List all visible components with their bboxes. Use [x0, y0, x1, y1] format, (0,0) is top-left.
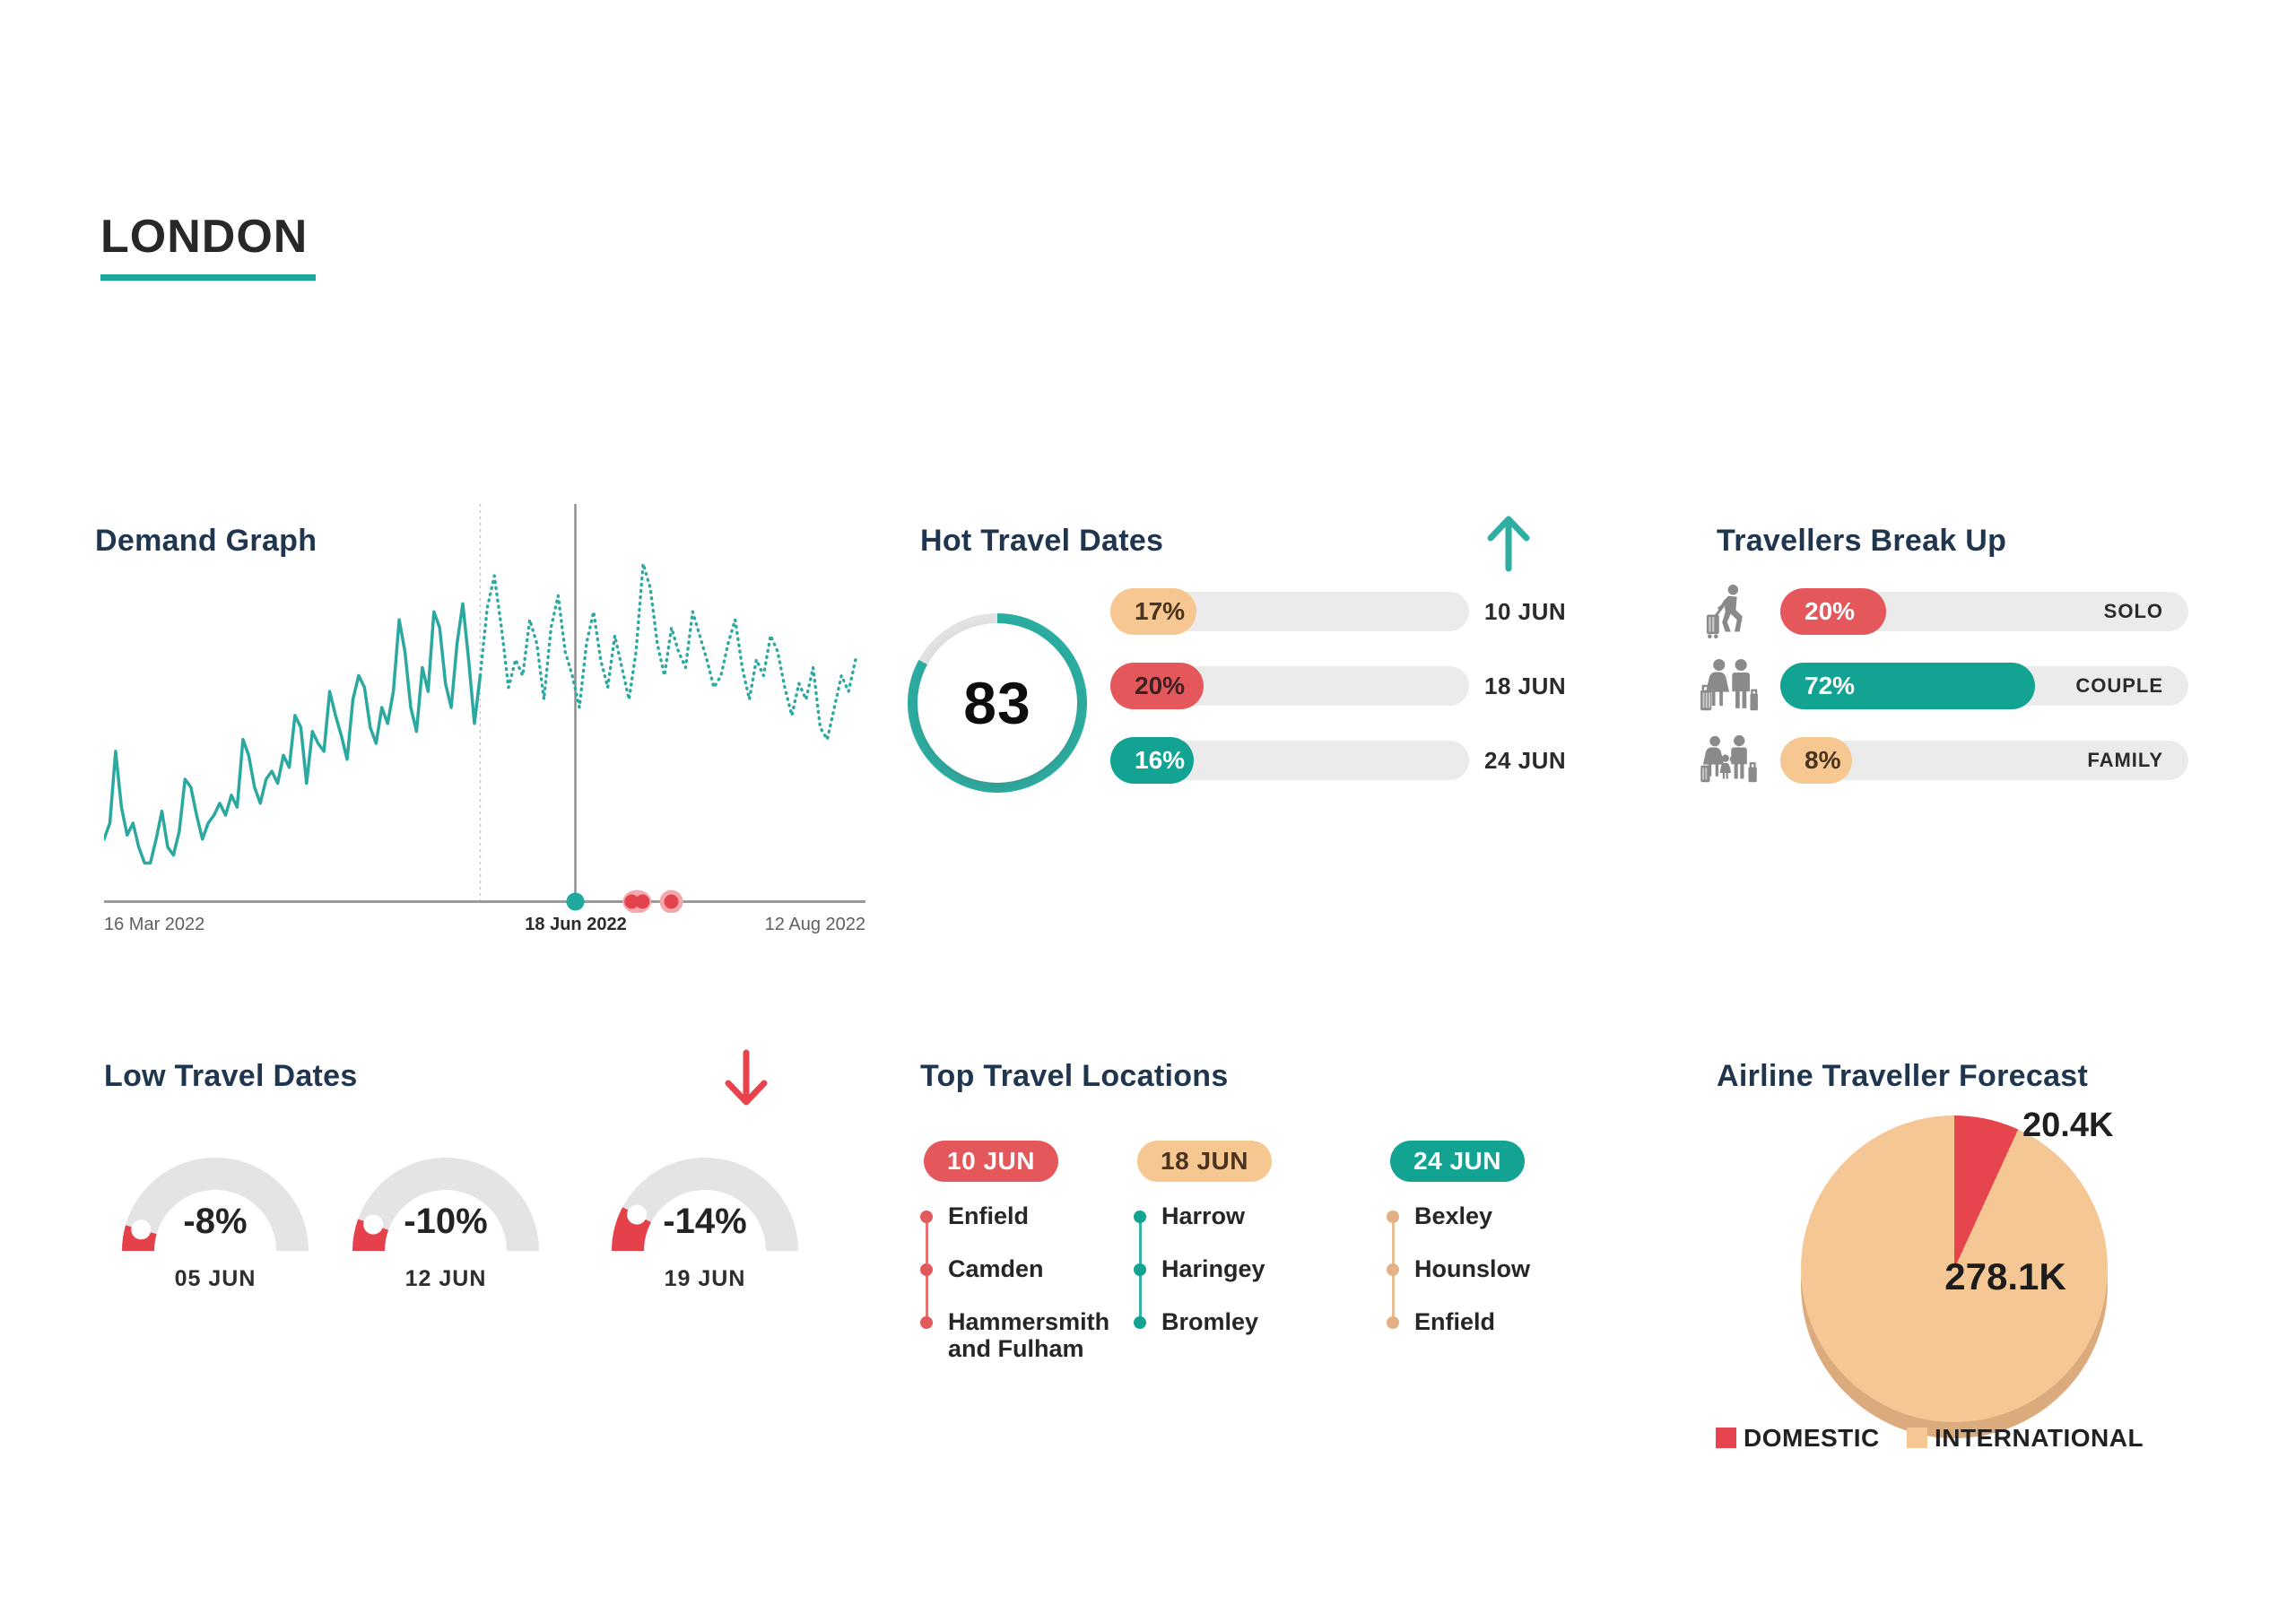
low-gauge-value: -10% — [404, 1202, 488, 1241]
low-gauge-marker-dot — [131, 1219, 152, 1240]
x-tick-today: 18 Jun 2022 — [525, 915, 627, 934]
location-name: Enfield — [1414, 1308, 1496, 1335]
travellers-bar-fill: 72% — [1780, 663, 2035, 709]
hot-bar-date: 24 JUN — [1484, 747, 1567, 774]
location-name: Hounslow — [1414, 1255, 1530, 1282]
low-gauge — [610, 1156, 800, 1272]
location-name: Hammersmith and Fulham — [948, 1308, 1110, 1362]
low-date-axis-dot — [635, 894, 650, 909]
title-underline — [100, 274, 316, 281]
low-gauge-date: 19 JUN — [664, 1266, 746, 1291]
forecast-demand-line — [478, 562, 857, 742]
location-dot — [1134, 1211, 1146, 1223]
location-dot — [1134, 1316, 1146, 1329]
legend-swatch-international — [1907, 1428, 1927, 1448]
international-value-label: 278.1K — [1944, 1255, 2066, 1298]
low-gauge-marker-dot — [627, 1204, 648, 1225]
hot-bar-fill: 17% — [1110, 588, 1196, 635]
location-dot — [1387, 1263, 1399, 1276]
legend-label-domestic: DOMESTIC — [1744, 1424, 1880, 1452]
location-date-pill: 24 JUN — [1390, 1141, 1525, 1182]
airline-traveller-forecast-title: Airline Traveller Forecast — [1717, 1059, 2089, 1093]
low-gauge — [351, 1156, 541, 1272]
demand-graph-title: Demand Graph — [95, 524, 317, 558]
location-date-pill: 18 JUN — [1137, 1141, 1272, 1182]
travellers-bar-value: 72% — [1805, 672, 1856, 699]
location-name: Bexley — [1414, 1202, 1493, 1229]
hot-bar-value: 20% — [1135, 672, 1186, 699]
travellers-category-label: COUPLE — [2075, 674, 2163, 697]
donut-inner-circle: 83 — [922, 628, 1073, 778]
travellers-category-label: SOLO — [2103, 600, 2163, 622]
location-date-pill: 10 JUN — [924, 1141, 1058, 1182]
low-gauge — [120, 1156, 310, 1272]
low-gauge-date: 05 JUN — [174, 1266, 257, 1291]
location-dot — [1387, 1211, 1399, 1223]
couple-travellers-icon — [1700, 658, 1758, 714]
location-name: Enfield — [948, 1202, 1030, 1229]
demand-graph-plot — [97, 504, 873, 914]
low-gauge-date: 12 JUN — [404, 1266, 487, 1291]
hot-bar-value: 17% — [1135, 597, 1186, 625]
actual-demand-line — [102, 602, 483, 865]
hot-bar-date: 18 JUN — [1484, 673, 1567, 699]
low-gauge-value: -14% — [663, 1202, 747, 1241]
legend-swatch-domestic — [1716, 1428, 1736, 1448]
x-tick-start: 16 Mar 2022 — [104, 915, 205, 934]
trend-up-arrow-icon — [1485, 513, 1532, 577]
travellers-bar-value: 8% — [1805, 746, 1841, 774]
demand-line-chart — [97, 504, 873, 914]
today-axis-dot — [566, 892, 585, 911]
legend-label-international: INTERNATIONAL — [1935, 1424, 2144, 1452]
low-date-axis-dot — [624, 894, 639, 909]
page-title: LONDON — [100, 211, 309, 263]
solo-traveller-icon — [1706, 582, 1752, 641]
location-name: Harrow — [1161, 1202, 1246, 1229]
location-name: Camden — [948, 1255, 1044, 1282]
location-dot — [920, 1316, 933, 1329]
low-gauge-marker-dot — [363, 1214, 384, 1235]
location-dot — [1134, 1263, 1146, 1276]
forecast-pie-chart — [1801, 1115, 2108, 1422]
hot-score-value: 83 — [963, 670, 1031, 736]
location-dot — [920, 1263, 933, 1276]
location-name: Haringey — [1161, 1255, 1265, 1282]
top-travel-locations-title: Top Travel Locations — [920, 1059, 1229, 1093]
low-date-axis-dot — [664, 894, 679, 909]
location-dot — [1387, 1316, 1399, 1329]
low-gauge-value: -8% — [183, 1202, 248, 1241]
trend-down-arrow-icon — [723, 1049, 770, 1113]
travellers-bar-fill: 20% — [1780, 588, 1886, 635]
hot-bar-value: 16% — [1135, 746, 1186, 774]
hot-travel-dates-title: Hot Travel Dates — [920, 524, 1164, 558]
travellers-category-label: FAMILY — [2087, 749, 2163, 771]
location-dot — [920, 1211, 933, 1223]
hot-bar-date: 10 JUN — [1484, 598, 1567, 625]
hot-bar-fill: 20% — [1110, 663, 1204, 709]
travellers-break-up-title: Travellers Break Up — [1717, 524, 2007, 558]
location-name: Bromley — [1161, 1308, 1259, 1335]
low-travel-dates-title: Low Travel Dates — [104, 1059, 358, 1093]
travellers-bar-value: 20% — [1805, 597, 1856, 625]
x-tick-end: 12 Aug 2022 — [764, 915, 865, 934]
family-travellers-icon — [1700, 735, 1758, 785]
travellers-bar-fill: 8% — [1780, 737, 1852, 784]
demand-x-axis-labels: 16 Mar 2022 18 Jun 2022 12 Aug 2022 — [104, 915, 865, 942]
hot-score-donut: 83 — [908, 613, 1087, 793]
domestic-value-label: 20.4K — [2022, 1107, 2114, 1144]
hot-bar-fill: 16% — [1110, 737, 1194, 784]
